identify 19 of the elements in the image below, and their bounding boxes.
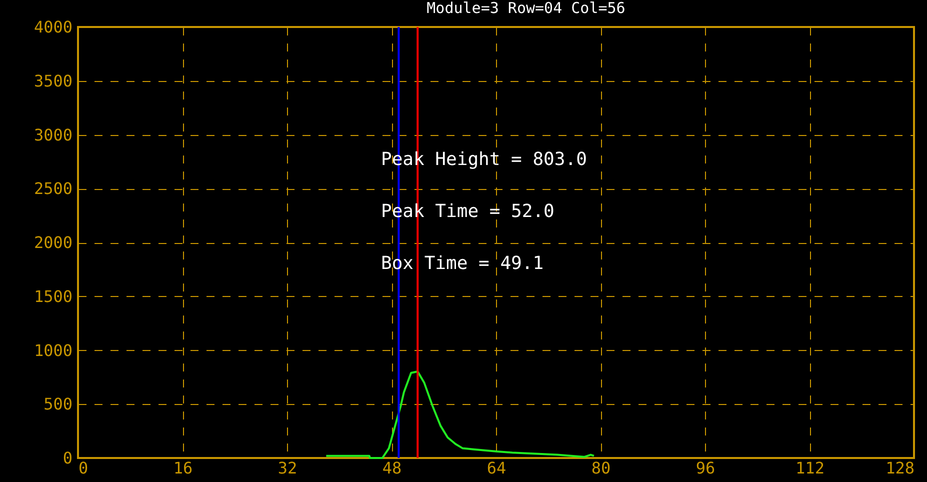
x-tick-label: 128	[886, 458, 914, 478]
x-tick-label: 48	[382, 458, 402, 478]
y-tick-label: 2000	[34, 233, 72, 252]
y-tick-label: 1000	[34, 340, 72, 360]
x-tick-label: 0	[78, 458, 88, 478]
y-tick-label: 2500	[34, 179, 72, 198]
x-tick-label: 96	[696, 458, 716, 478]
y-tick-label: 1500	[34, 286, 72, 306]
line-series	[325, 370, 595, 459]
y-tick-label: 4000	[34, 18, 72, 36]
chart-title: Module=3 Row=04 Col=56	[426, 0, 626, 17]
y-tick-label: 3000	[34, 125, 72, 144]
x-tick-label: 64	[486, 458, 506, 478]
y-tick-label: 500	[44, 394, 72, 414]
x-tick-label: 80	[591, 458, 611, 478]
x-tick-label: 16	[173, 458, 193, 478]
x-tick-label: 32	[278, 458, 298, 478]
x-tick-label: 112	[796, 458, 824, 478]
y-tick-label: 3500	[34, 71, 72, 90]
